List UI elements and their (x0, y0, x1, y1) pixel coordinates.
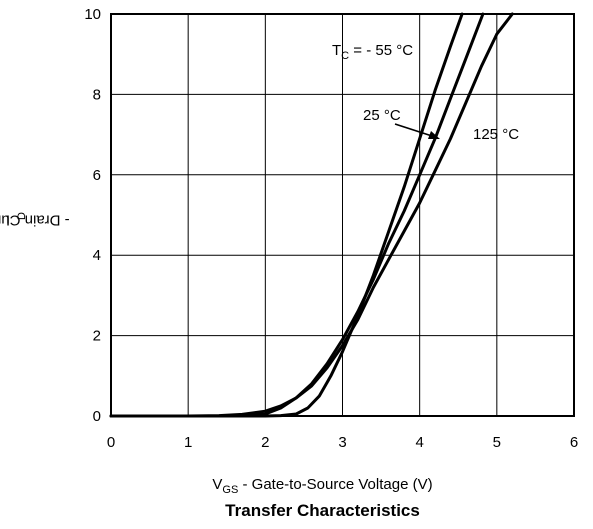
plot-frame (110, 13, 575, 417)
y-tick-label-6: 6 (93, 167, 101, 184)
y-tick-label-2: 2 (93, 328, 101, 345)
annotation-125c: 125 °C (473, 126, 519, 143)
x-tick-label-2: 2 (261, 434, 269, 451)
y-axis-label: ID - Drain Current (A) (0, 211, 70, 229)
annotation-25c-arrowhead (428, 131, 440, 139)
tick-labels: 0 1 2 3 4 5 6 0 2 4 6 8 10 (84, 6, 578, 451)
x-axis-label: VGS - Gate-to-Source Voltage (V) (212, 476, 433, 496)
x-tick-label-5: 5 (493, 434, 501, 451)
x-tick-label-6: 6 (570, 434, 578, 451)
x-tick-label-0: 0 (107, 434, 115, 451)
y-tick-label-10: 10 (84, 6, 101, 23)
series-line-1 (109, 12, 485, 418)
annotation-tc: TC = - 55 °C (332, 42, 413, 62)
x-tick-label-3: 3 (338, 434, 346, 451)
series-line-2 (109, 12, 514, 418)
series-line-0 (109, 12, 464, 418)
grid (111, 14, 574, 416)
y-tick-label-0: 0 (93, 408, 101, 425)
x-tick-label-1: 1 (184, 434, 192, 451)
y-tick-label-8: 8 (93, 86, 101, 103)
chart-title: Transfer Characteristics (225, 501, 420, 520)
annotation-25c-arrow (394, 123, 433, 137)
transfer-characteristics-chart: 0 1 2 3 4 5 6 0 2 4 6 8 10 TC = - 55 °C 25 °C 125 °C (84, 6, 578, 451)
curves (109, 12, 514, 418)
x-tick-label-4: 4 (415, 434, 423, 451)
annotation-25c: 25 °C (363, 107, 401, 124)
y-tick-label-4: 4 (93, 247, 101, 264)
